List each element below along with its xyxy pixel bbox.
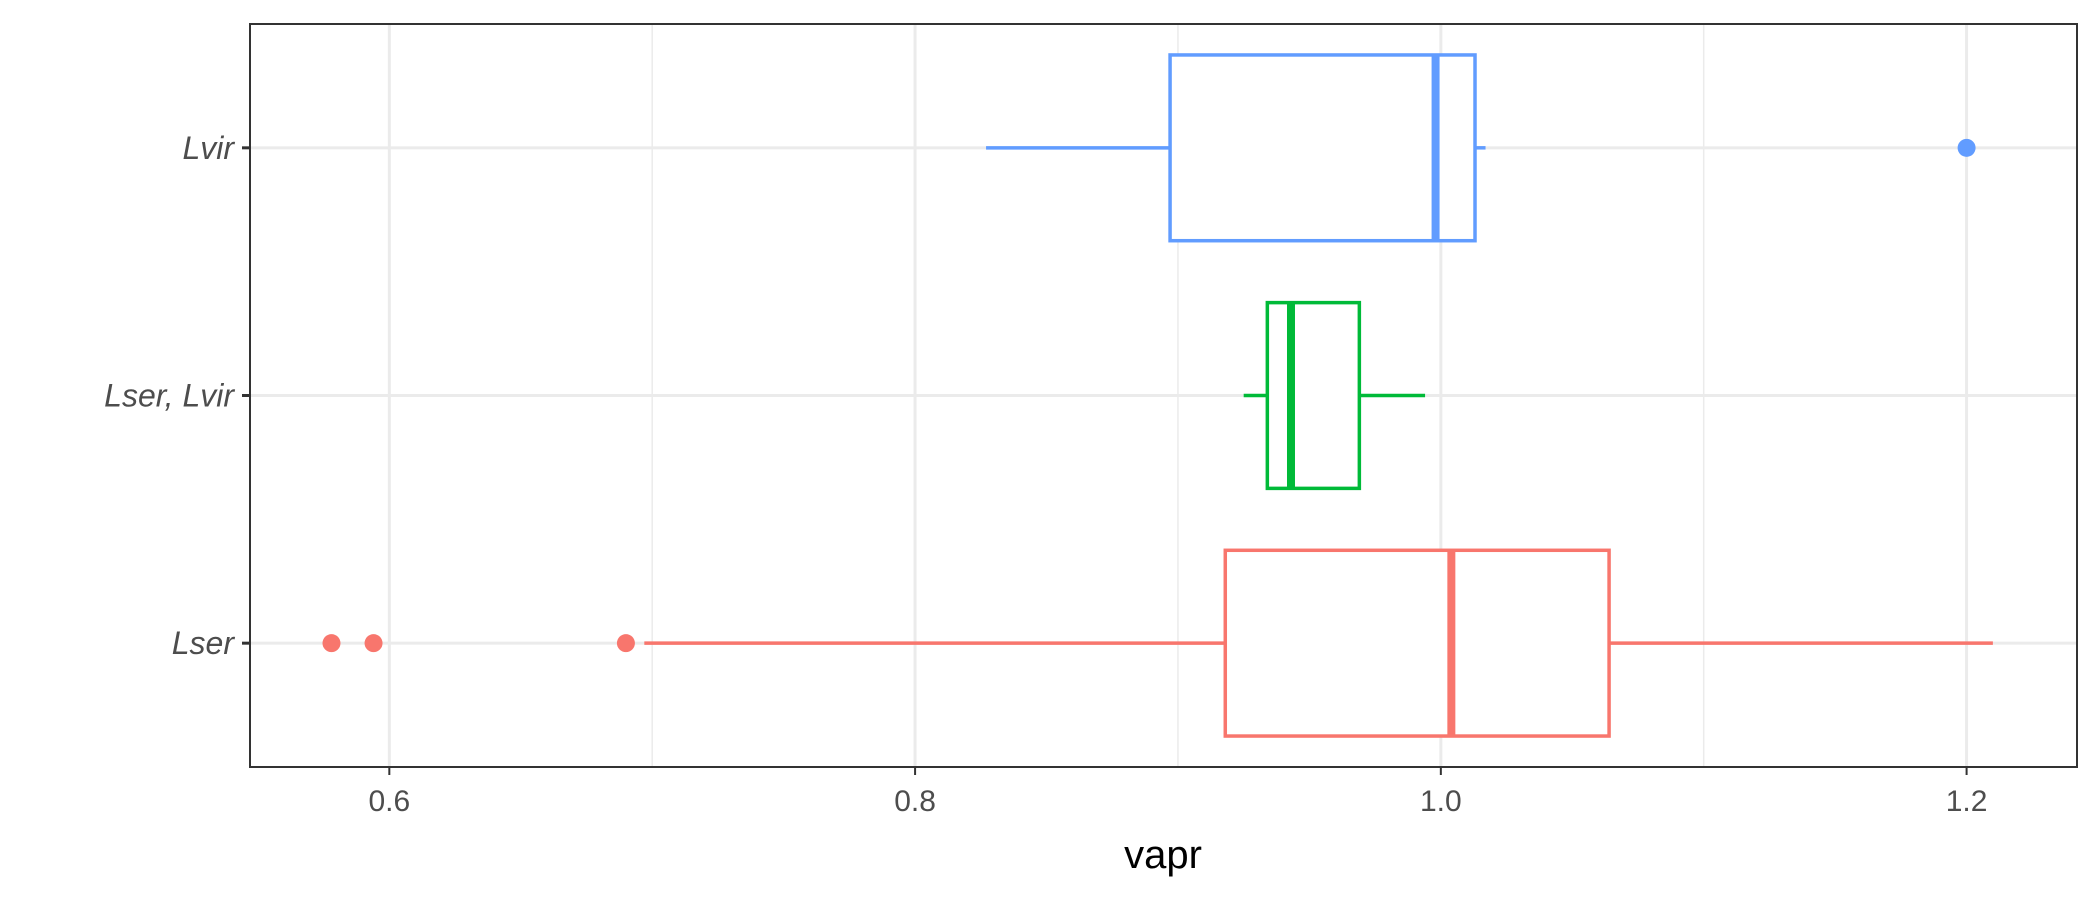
outlier-point bbox=[364, 634, 383, 653]
boxes-layer bbox=[322, 53, 1993, 738]
y-axis: Lser Lser, Lvir Lvir bbox=[104, 130, 250, 661]
box-iqr bbox=[1168, 53, 1477, 243]
x-tick-label: 0.8 bbox=[894, 785, 936, 818]
outlier-point bbox=[322, 634, 341, 653]
box-iqr bbox=[1265, 300, 1362, 491]
y-category-label: Lser, Lvir bbox=[104, 378, 235, 414]
outlier-point bbox=[1957, 138, 1976, 157]
x-tick-label: 1.0 bbox=[1420, 785, 1462, 818]
y-category-label: Lser bbox=[172, 625, 236, 661]
x-axis-title: vapr bbox=[1124, 833, 1202, 877]
box-iqr bbox=[1223, 548, 1611, 738]
y-category-label: Lvir bbox=[182, 130, 235, 166]
x-axis: 0.6 0.8 1.0 1.2 bbox=[368, 767, 1987, 818]
x-tick-label: 0.6 bbox=[368, 785, 410, 818]
x-tick-label: 1.2 bbox=[1946, 785, 1988, 818]
outlier-point bbox=[616, 634, 635, 653]
